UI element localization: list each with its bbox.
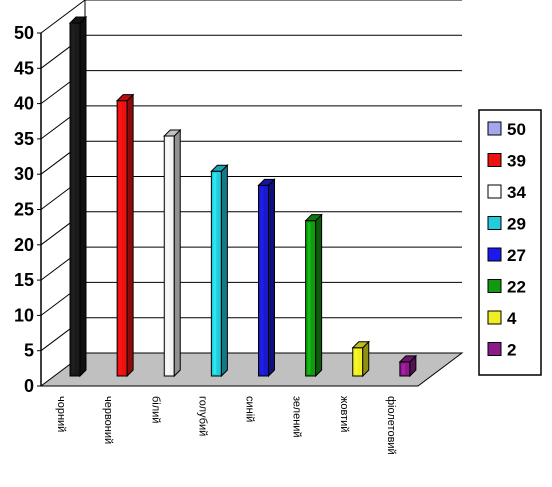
bar-side bbox=[79, 15, 87, 378]
bar-side bbox=[126, 93, 134, 378]
x-tick-label: червоний bbox=[102, 396, 114, 444]
legend-item: 50 bbox=[487, 120, 526, 139]
bar-7 bbox=[398, 354, 418, 378]
bar-top bbox=[257, 178, 276, 186]
bars bbox=[68, 15, 418, 378]
y-tick-label: 35 bbox=[14, 129, 34, 149]
y-tick-label: 45 bbox=[14, 58, 34, 78]
bar-2 bbox=[163, 128, 182, 378]
y-tick-label: 30 bbox=[14, 164, 34, 184]
legend-label: 4 bbox=[507, 309, 517, 328]
y-tick-labels: 0 5 10 15 20 25 30 35 40 45 50 bbox=[14, 23, 34, 396]
legend-swatch bbox=[487, 247, 502, 262]
x-tick-label: фіолетовий bbox=[385, 396, 397, 455]
y-tick-label: 50 bbox=[14, 23, 34, 43]
bar-highlight bbox=[260, 187, 264, 374]
bar-highlight bbox=[401, 363, 405, 374]
value-axis bbox=[37, 32, 42, 387]
bar-highlight bbox=[72, 25, 75, 374]
legend-item: 34 bbox=[487, 183, 526, 202]
legend-label: 50 bbox=[507, 120, 526, 139]
bar-top bbox=[304, 214, 323, 222]
legend-label: 22 bbox=[507, 278, 526, 297]
bar-top bbox=[68, 16, 88, 24]
bar-top bbox=[351, 341, 370, 349]
legend-box bbox=[478, 109, 542, 376]
x-tick-label: чорний bbox=[55, 396, 67, 432]
legend-item: 27 bbox=[487, 246, 526, 265]
bar-4 bbox=[257, 178, 276, 378]
bar-side bbox=[173, 128, 181, 378]
bar-0 bbox=[68, 15, 88, 378]
legend-swatch bbox=[487, 342, 502, 356]
y-tick-label: 0 bbox=[24, 376, 34, 396]
floor-plane bbox=[39, 352, 464, 387]
legend-swatch bbox=[487, 184, 502, 199]
bar-5 bbox=[304, 213, 323, 378]
y-tick-label: 20 bbox=[14, 235, 34, 255]
bar-3 bbox=[210, 164, 229, 378]
bar-side bbox=[268, 178, 275, 378]
y-tick-label: 5 bbox=[24, 341, 34, 361]
chart-floor bbox=[39, 352, 464, 387]
bar-top bbox=[210, 164, 229, 172]
legend-swatch bbox=[487, 279, 502, 293]
legend-item: 2 bbox=[487, 341, 516, 360]
legend-item: 4 bbox=[487, 309, 517, 328]
bar-top bbox=[115, 94, 135, 102]
legend-label: 2 bbox=[507, 341, 516, 360]
bar-6 bbox=[351, 340, 370, 378]
bar-side bbox=[220, 164, 228, 378]
bar-highlight bbox=[119, 102, 123, 374]
legend-label: 27 bbox=[507, 246, 526, 265]
x-tick-label: зелений bbox=[291, 396, 303, 438]
x-tick-label: голубий bbox=[196, 396, 208, 436]
bar-highlight bbox=[166, 137, 170, 374]
legend-item: 29 bbox=[487, 215, 526, 234]
bar-top bbox=[398, 355, 418, 363]
legend-label: 39 bbox=[507, 152, 526, 171]
legend-swatch bbox=[487, 153, 502, 167]
bar-side bbox=[315, 213, 323, 378]
y-tick-label: 10 bbox=[14, 305, 34, 325]
bar-highlight bbox=[213, 173, 217, 374]
legend-label: 29 bbox=[507, 215, 526, 234]
legend-swatch bbox=[487, 121, 502, 136]
gridline-side bbox=[40, 0, 86, 34]
bar-highlight bbox=[354, 349, 358, 374]
x-tick-label: жовтий bbox=[338, 396, 350, 432]
x-tick-labels: чорний червоний білий голубий синій зелений жо… bbox=[55, 396, 397, 455]
legend-label: 34 bbox=[507, 183, 526, 202]
bar-1 bbox=[115, 93, 135, 378]
legend: 50 39 34 29 27 22 4 2 bbox=[478, 109, 542, 376]
bar-highlight bbox=[307, 222, 311, 374]
legend-swatch bbox=[487, 310, 502, 325]
legend-item: 22 bbox=[487, 278, 526, 297]
x-tick-label: синій bbox=[244, 396, 256, 422]
legend-swatch bbox=[487, 216, 502, 230]
y-tick-label: 25 bbox=[14, 200, 34, 220]
x-tick-label: білий bbox=[149, 396, 161, 423]
y-tick-label: 40 bbox=[14, 94, 34, 114]
legend-item: 39 bbox=[487, 152, 526, 171]
y-tick-label: 15 bbox=[14, 270, 34, 290]
gridlines bbox=[40, 0, 462, 353]
bar-top bbox=[163, 129, 182, 137]
